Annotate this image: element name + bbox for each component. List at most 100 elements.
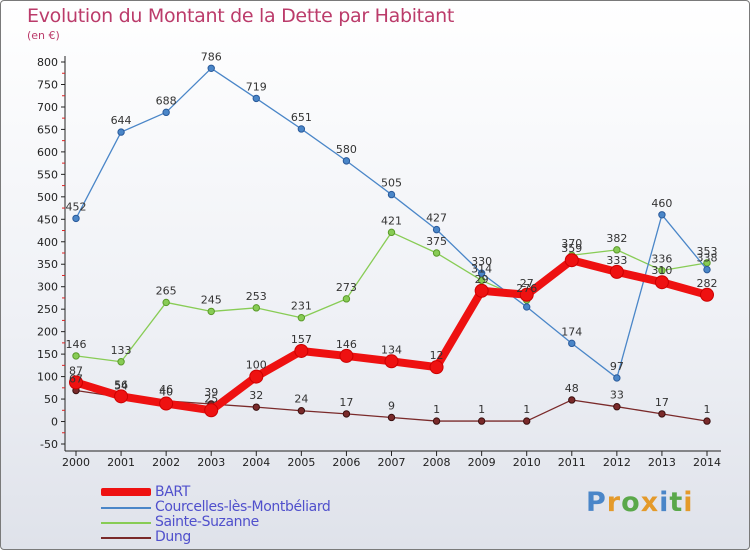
data-point	[72, 214, 80, 223]
legend-swatch-courcelles	[101, 507, 151, 509]
x-tick-label: 2003	[197, 456, 225, 469]
data-label: 157	[291, 333, 312, 346]
data-label: 505	[381, 177, 402, 190]
data-point	[429, 360, 444, 375]
data-label: 460	[651, 197, 672, 210]
data-point	[654, 275, 669, 290]
data-point	[568, 396, 576, 404]
data-label: 48	[565, 382, 579, 395]
data-label: 67	[69, 373, 83, 386]
y-tick-label: 50	[44, 393, 58, 406]
data-point	[658, 211, 666, 219]
y-tick-label: 700	[37, 101, 58, 114]
data-label: 87	[69, 364, 83, 377]
logo-letter: i	[683, 487, 694, 518]
data-point	[162, 298, 170, 307]
x-tick-label: 2014	[693, 456, 721, 469]
data-label: 27	[520, 277, 534, 290]
x-tick-label: 2010	[513, 456, 541, 469]
legend-label-sainte-suzanne: Sainte-Suzanne	[155, 514, 259, 530]
x-tick-label: 2012	[603, 456, 631, 469]
legend-label-courcelles: Courcelles-lès-Montbéliard	[155, 499, 331, 515]
x-tick-label: 2008	[423, 456, 451, 469]
data-label: 338	[697, 252, 718, 265]
data-point	[658, 266, 666, 275]
data-label: 359	[561, 242, 582, 255]
data-label: 1	[433, 403, 440, 416]
data-point	[609, 264, 624, 279]
x-tick-label: 2011	[558, 456, 586, 469]
data-label: 644	[111, 114, 132, 127]
data-point	[564, 253, 579, 268]
data-point	[252, 94, 260, 103]
legend-label-dung: Dung	[155, 529, 191, 545]
data-label: 786	[201, 50, 222, 63]
proxiti-logo: Proxiti	[586, 487, 694, 518]
y-tick-label: -50	[40, 438, 58, 451]
data-label: 427	[426, 212, 447, 225]
data-label: 32	[249, 389, 263, 402]
data-label: 39	[204, 386, 218, 399]
data-point	[69, 375, 83, 390]
data-point	[207, 307, 215, 316]
x-tick-label: 2006	[332, 456, 360, 469]
data-point	[477, 269, 486, 277]
chart-unit: (en €)	[27, 29, 60, 42]
chart-title: Evolution du Montant de la Dette par Hab…	[27, 5, 455, 27]
y-tick-label: 550	[37, 168, 58, 181]
y-tick-label: 100	[37, 371, 58, 384]
data-point	[342, 410, 351, 418]
data-label: 231	[291, 300, 312, 313]
data-label: 9	[388, 399, 395, 412]
data-label: 333	[606, 254, 627, 267]
data-point	[72, 352, 80, 360]
data-label: 452	[66, 200, 87, 213]
y-tick-label: 750	[37, 78, 58, 91]
y-tick-label: 350	[37, 258, 58, 271]
data-point	[384, 354, 399, 369]
y-tick-label: 200	[37, 326, 58, 339]
data-label: 330	[471, 255, 492, 268]
data-point	[207, 64, 215, 72]
data-point	[252, 403, 260, 411]
data-label: 580	[336, 143, 357, 156]
data-label: 56	[114, 378, 128, 391]
data-label: 134	[381, 343, 402, 356]
data-label: 54	[114, 379, 128, 392]
data-point	[252, 304, 260, 312]
data-point	[658, 410, 666, 418]
data-label: 12	[430, 349, 444, 362]
data-label: 25	[204, 392, 218, 405]
data-point	[703, 265, 711, 274]
data-point	[114, 389, 129, 404]
data-point	[613, 402, 621, 411]
data-point	[294, 343, 309, 358]
data-label: 24	[294, 393, 308, 406]
logo-letter: i	[659, 487, 670, 518]
data-point	[117, 358, 125, 366]
y-tick-label: 250	[37, 303, 58, 316]
data-label: 336	[651, 253, 672, 266]
data-point	[613, 374, 621, 382]
y-tick-label: 500	[37, 191, 58, 204]
data-label: 33	[610, 389, 624, 402]
data-label: 375	[426, 235, 447, 248]
data-point	[700, 287, 714, 302]
data-label: 40	[159, 386, 173, 399]
data-point	[523, 303, 531, 311]
data-label: 651	[291, 111, 312, 124]
data-label: 276	[516, 282, 537, 295]
x-tick-label: 2009	[468, 456, 496, 469]
data-label: 265	[156, 284, 177, 297]
data-label: 382	[606, 232, 627, 245]
logo-letter: o	[621, 487, 641, 518]
logo-letter: x	[640, 487, 660, 518]
legend-swatch-bart	[101, 488, 151, 496]
data-label: 174	[561, 325, 582, 338]
y-tick-label: 400	[37, 236, 58, 249]
data-label: 310	[651, 264, 672, 277]
data-point	[519, 287, 534, 302]
y-tick-label: 300	[37, 281, 58, 294]
